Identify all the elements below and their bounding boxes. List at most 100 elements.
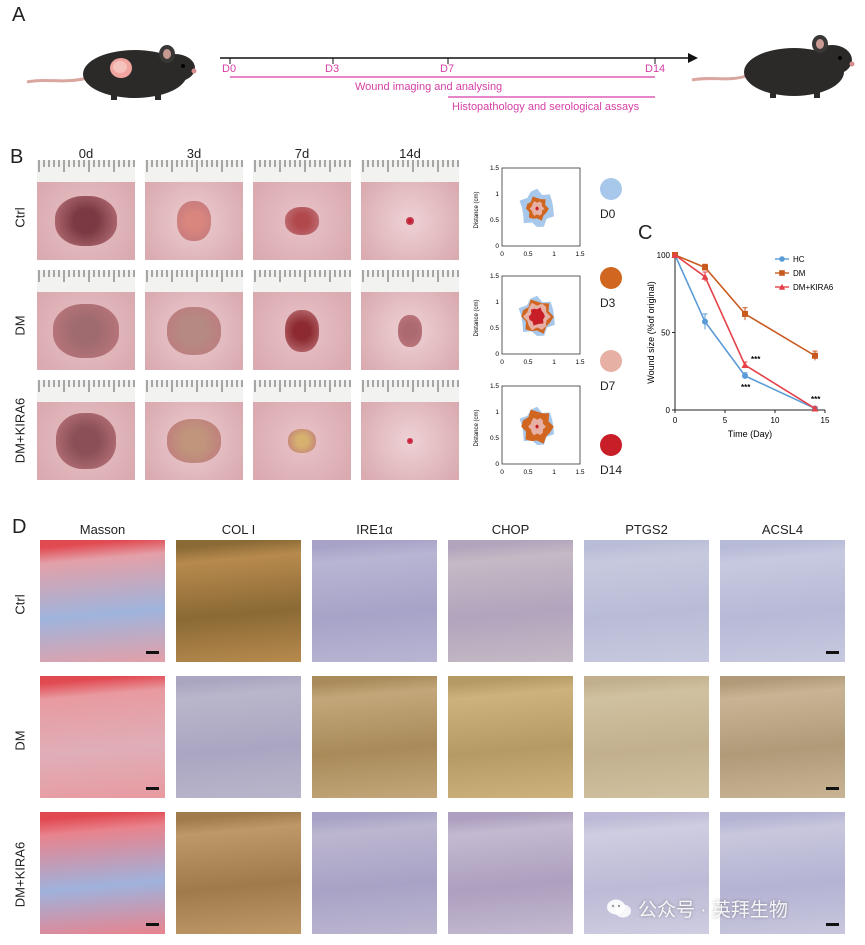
b-row-label-dm: DM [12, 315, 28, 336]
b-col-label-3d: 3d [186, 146, 202, 161]
legend-label: DM [793, 269, 806, 278]
ruler [361, 380, 459, 403]
svg-text:0: 0 [500, 359, 504, 366]
svg-text:Distance (cm): Distance (cm) [474, 191, 480, 228]
data-point [742, 310, 748, 317]
wound-size-chart: 0 5 10 15 0 50 100 Time (Day) Wound size (%of or… [646, 251, 834, 439]
svg-text:1.5: 1.5 [575, 359, 584, 366]
histology-col1-dm [176, 676, 301, 798]
data-point [811, 404, 819, 412]
b-col-label-7d: 7d [294, 146, 310, 161]
wound [53, 304, 119, 358]
data-point [671, 251, 679, 258]
histology-chop-dm [448, 676, 573, 798]
scale-bar [146, 651, 159, 654]
wound [285, 207, 319, 235]
scale-bar [146, 787, 159, 790]
svg-text:0.5: 0.5 [523, 359, 532, 366]
histology-chop-ctrl [448, 540, 573, 662]
wound-trace-dm: Distance (cm) 0 0.5 1 1.5 0 0.5 1 1.5 [474, 273, 585, 366]
mouse-illustration-left [26, 45, 197, 100]
wound [285, 310, 319, 352]
histology-chop-dmkira6 [448, 812, 573, 934]
wound-photo-ctrl-0d [37, 160, 135, 260]
ruler [37, 270, 135, 293]
ruler [253, 160, 351, 183]
day-legend-label-d0: D0 [600, 207, 616, 221]
b-row-label-ctrl: Ctrl [12, 207, 28, 228]
day-legend-label-d7: D7 [600, 379, 616, 393]
svg-text:1: 1 [495, 299, 499, 306]
wound [55, 196, 117, 246]
x-tick-label: 10 [771, 416, 780, 425]
panel-a-label: A [12, 4, 26, 26]
svg-text:1: 1 [495, 191, 499, 198]
histology-masson-dm [40, 676, 165, 798]
histology-ptgs2-dm [584, 676, 709, 798]
x-tick-label: 0 [673, 416, 678, 425]
wound-photo-ctrl-7d [253, 160, 351, 260]
svg-text:1: 1 [495, 409, 499, 416]
y-tick-label: 0 [666, 406, 671, 415]
d-col-label-masson: Masson [79, 522, 126, 537]
svg-text:0: 0 [500, 469, 504, 476]
legend-marker [779, 270, 785, 276]
ruler [361, 160, 459, 183]
watermark: 公众号 · 英拜生物 [606, 895, 788, 922]
data-point [742, 372, 748, 379]
wound [406, 217, 414, 225]
svg-text:0: 0 [495, 243, 499, 250]
svg-text:0.5: 0.5 [490, 217, 499, 224]
timeline-tick-d14: D14 [645, 63, 666, 75]
day-legend-swatch-d14 [600, 434, 622, 456]
d-col-label-col1: COL I [221, 522, 256, 537]
histology-acsl4-dmkira6 [720, 812, 845, 934]
svg-text:Distance (cm): Distance (cm) [474, 299, 480, 336]
timeline-bar1-label: Wound imaging and analysing [355, 81, 503, 93]
ruler [37, 160, 135, 183]
wound-photo-dmkira6-0d [37, 380, 135, 480]
ruler [145, 160, 243, 183]
y-tick-label: 100 [657, 251, 671, 260]
wound-photo-dm-7d [253, 270, 351, 370]
ruler [253, 270, 351, 293]
x-tick-label: 5 [723, 416, 728, 425]
b-row-label-dmkira6: DM+KIRA6 [12, 397, 28, 464]
histology-masson-dmkira6 [40, 812, 165, 934]
wound [56, 413, 116, 469]
x-tick-label: 15 [821, 416, 830, 425]
svg-text:1.5: 1.5 [490, 165, 499, 172]
svg-text:1: 1 [552, 251, 556, 258]
b-col-label-14d: 14d [399, 146, 421, 161]
wound [177, 201, 211, 241]
svg-text:1.5: 1.5 [490, 383, 499, 390]
day-legend-swatch-d3 [600, 267, 622, 289]
histology-ire1a-dm [312, 676, 437, 798]
ruler [37, 380, 135, 403]
series-line-hc [674, 254, 816, 410]
significance-marker: *** [751, 355, 761, 364]
svg-text:1.5: 1.5 [575, 251, 584, 258]
wound-trace-ctrl: Distance (cm) 0 0.5 1 1.5 0 0.5 1 1.5 [474, 165, 585, 258]
d-row-label-dm: DM [12, 730, 28, 751]
data-point [702, 318, 708, 325]
timeline-bar2-label: Histopathology and serological assays [452, 101, 640, 113]
svg-text:0: 0 [495, 461, 499, 468]
data-point [701, 273, 709, 280]
svg-text:0.5: 0.5 [523, 469, 532, 476]
timeline [220, 53, 698, 98]
panel-b-label: B [10, 146, 24, 168]
x-axis-label: Time (Day) [728, 429, 772, 439]
b-col-label-0d: 0d [78, 146, 94, 161]
data-point [812, 352, 818, 359]
d-col-label-acsl4: ACSL4 [761, 522, 804, 537]
scale-bar [146, 923, 159, 926]
wechat-icon [606, 898, 632, 920]
ruler [145, 270, 243, 293]
svg-text:0: 0 [495, 351, 499, 358]
svg-text:1: 1 [552, 359, 556, 366]
legend-label: DM+KIRA6 [793, 283, 834, 292]
timeline-tick-d7: D7 [440, 63, 455, 75]
histology-acsl4-dm [720, 676, 845, 798]
ruler [253, 380, 351, 403]
